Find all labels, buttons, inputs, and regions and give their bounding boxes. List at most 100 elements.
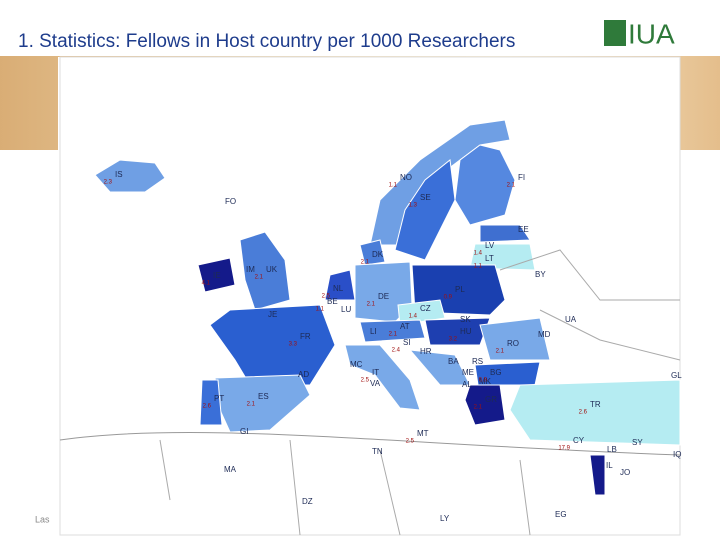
country-value: 2.6 <box>579 410 588 416</box>
country-code: SK <box>460 315 471 324</box>
country-value: 2.5 <box>406 439 415 445</box>
country-code: GI <box>240 427 248 436</box>
country-code: SI <box>403 338 411 347</box>
country-code: LI <box>370 327 377 336</box>
country-code: ES <box>258 392 269 401</box>
country-code: IM <box>246 265 255 274</box>
ireland <box>197 257 236 293</box>
country-value: 2.5 <box>361 378 370 384</box>
country-code: HR <box>420 347 432 356</box>
romania <box>479 317 551 361</box>
country-code: MD <box>538 330 551 339</box>
portugal <box>199 379 223 426</box>
coast-africa <box>59 431 681 456</box>
country-value: 1.1 <box>474 264 483 270</box>
sweden <box>394 159 456 261</box>
country-code: GL <box>671 371 682 380</box>
country-value: 1.1 <box>316 307 325 313</box>
country-value: 2.1 <box>367 302 376 308</box>
country-code: FI <box>518 173 525 182</box>
country-code: BY <box>535 270 546 279</box>
country-value: 2.3 <box>104 180 113 186</box>
country-code: LU <box>341 305 351 314</box>
finland <box>454 144 516 226</box>
country-code: BA <box>448 357 459 366</box>
country-code: IQ <box>673 450 681 459</box>
country-value: 0.9 <box>479 378 488 384</box>
country-value: 1.3 <box>409 203 418 209</box>
country-value: 17.9 <box>558 446 570 452</box>
country-code: SY <box>632 438 643 447</box>
country-value: 2.1 <box>496 349 505 355</box>
country-code: EE <box>518 225 529 234</box>
country-value: 1.1 <box>389 183 398 189</box>
country-code: IE <box>213 271 221 280</box>
country-code: LY <box>440 514 450 523</box>
country-code: VA <box>370 379 381 388</box>
country-value: 0.9 <box>444 295 453 301</box>
country-code: MC <box>350 360 363 369</box>
logo-text: IUA <box>628 18 675 49</box>
country-code: LT <box>485 254 494 263</box>
country-value: 2.1 <box>474 405 483 411</box>
country-value: 2.4 <box>392 348 401 354</box>
country-code: MA <box>224 465 237 474</box>
country-value: 2.1 <box>255 275 264 281</box>
country-code: NL <box>333 284 344 293</box>
country-code: ME <box>462 368 474 377</box>
country-value: 4.1 <box>202 281 211 287</box>
country-value: 3.2 <box>449 337 458 343</box>
country-code: IS <box>115 170 123 179</box>
footer: Las <box>35 514 50 524</box>
country-code: AD <box>298 370 309 379</box>
country-code: LV <box>485 241 495 250</box>
country-code: JO <box>620 468 630 477</box>
country-code: NO <box>400 173 412 182</box>
map-frame <box>59 56 681 536</box>
italy <box>344 344 421 411</box>
country-value: 2.5 <box>322 294 331 300</box>
country-code: BG <box>490 368 502 377</box>
country-code: SE <box>420 193 431 202</box>
country-value: 1.4 <box>409 314 418 320</box>
country-value: 2.6 <box>203 404 212 410</box>
map-labels: IS2.3FONO1.1SE1.3FI2.1EELV1.4LT1.1BYDK2.… <box>104 170 683 523</box>
country-code: IT <box>372 368 379 377</box>
country-code: AT <box>400 322 410 331</box>
country-code: RO <box>507 339 519 348</box>
country-value: 2.1 <box>389 332 398 338</box>
country-code: TR <box>590 400 601 409</box>
country-code: MT <box>417 429 429 438</box>
country-code: TN <box>372 447 383 456</box>
country-code: MK <box>479 377 492 386</box>
country-code: AL <box>462 380 472 389</box>
austria-ch <box>359 319 426 343</box>
denmark <box>359 239 386 266</box>
estonia <box>479 224 531 243</box>
country-code: HU <box>460 327 472 336</box>
greece <box>464 384 506 426</box>
logo-icon <box>604 20 626 46</box>
country-code: CY <box>573 436 585 445</box>
country-code: FR <box>300 332 311 341</box>
country-value: 2.1 <box>507 183 516 189</box>
country-code: DE <box>378 292 389 301</box>
country-value: 2.1 <box>361 260 370 266</box>
country-code: DK <box>372 250 384 259</box>
slide-title: 1. Statistics: Fellows in Host country p… <box>18 31 515 52</box>
borders-east <box>499 249 681 361</box>
country-code: IL <box>606 461 613 470</box>
country-code: CZ <box>420 304 431 313</box>
country-code: FO <box>225 197 236 206</box>
country-code: UA <box>565 315 577 324</box>
map <box>58 56 681 536</box>
turkey <box>509 379 681 446</box>
country-value: 3.3 <box>289 342 298 348</box>
uk <box>239 231 291 311</box>
header-bg <box>0 0 720 56</box>
country-code: LB <box>607 445 617 454</box>
country-code: UK <box>266 265 278 274</box>
country-code: EG <box>555 510 567 519</box>
